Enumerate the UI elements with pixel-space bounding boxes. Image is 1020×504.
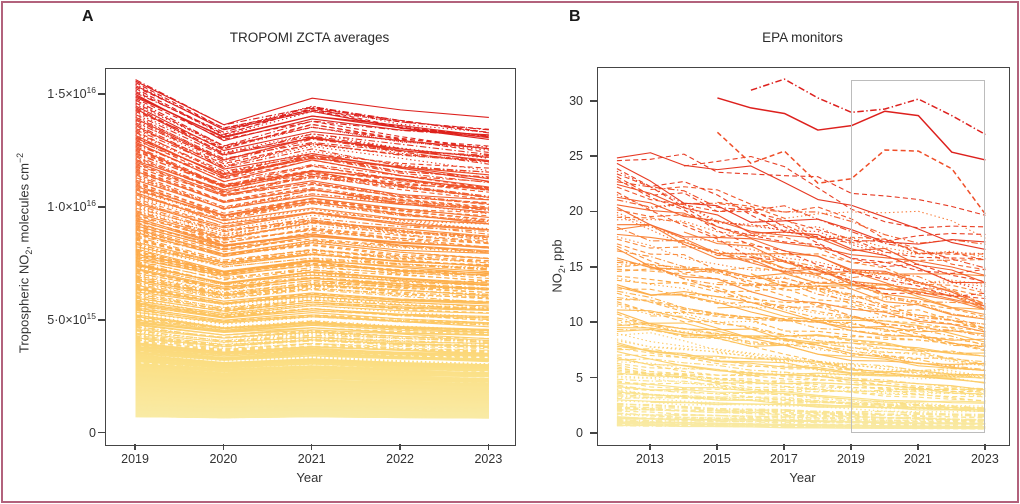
x-tick [310, 444, 313, 450]
panel-b-label: B [569, 8, 581, 25]
y-tick [98, 93, 105, 95]
y-tick-label: 5 [576, 370, 583, 385]
x-tick [783, 444, 785, 450]
x-tick-label: 2021 [903, 452, 932, 466]
x-tick [850, 444, 852, 450]
y-tick-label: 30 [569, 93, 583, 108]
y-tick-label: 0 [576, 425, 583, 440]
x-tick-label: 2021 [297, 452, 326, 466]
panel-b-lines-canvas [598, 68, 1007, 443]
y-tick [590, 100, 597, 102]
panel-b-x-axis-label: Year [789, 470, 816, 485]
y-tick-label: 1·5×1016 [47, 85, 96, 102]
x-tick-label: 2013 [636, 452, 664, 466]
x-tick [917, 444, 919, 450]
panel-a-title: TROPOMI ZCTA averages [229, 30, 390, 45]
y-tick [98, 431, 105, 434]
x-tick-label: 2023 [474, 452, 503, 466]
y-tick [590, 376, 597, 379]
panel-a-lines-canvas [106, 69, 513, 443]
y-tick-label: 0 [89, 425, 96, 440]
x-tick-label: 2015 [703, 452, 731, 466]
y-tick [98, 319, 105, 321]
x-tick [222, 444, 225, 450]
x-tick-label: 2019 [121, 452, 149, 466]
x-tick [399, 444, 401, 450]
x-tick-label: 2019 [836, 452, 865, 466]
y-tick-label: 15 [569, 259, 583, 274]
y-tick [590, 266, 597, 268]
panel-a-label: A [82, 8, 94, 25]
x-tick-label: 2017 [770, 452, 798, 466]
y-tick-label: 25 [569, 149, 583, 164]
y-tick [98, 206, 105, 208]
y-tick [590, 155, 597, 157]
y-tick [590, 432, 597, 434]
y-tick-label: 1·0×1016 [47, 197, 96, 215]
y-tick-label: 20 [569, 204, 583, 219]
x-tick [487, 444, 490, 450]
x-tick-label: 2023 [970, 452, 999, 466]
x-tick [649, 444, 651, 450]
panel-b-title: EPA monitors [762, 30, 843, 45]
x-tick [134, 444, 136, 450]
y-tick-label: 5·0×1015 [47, 310, 96, 327]
x-tick [984, 444, 986, 450]
y-tick [590, 210, 597, 213]
x-tick-label: 2020 [209, 452, 238, 466]
y-tick [590, 321, 597, 323]
x-tick-label: 2022 [386, 452, 414, 466]
x-tick [716, 444, 718, 450]
panel-a-x-axis-label: Year [296, 470, 323, 485]
y-tick-label: 10 [569, 315, 583, 330]
